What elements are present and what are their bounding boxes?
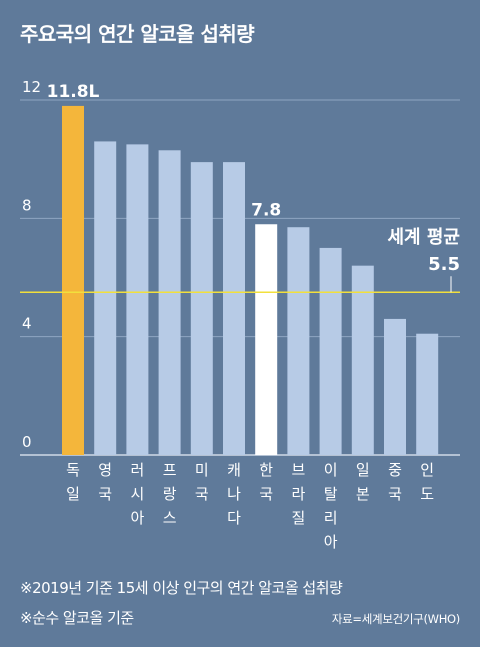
bar-2 [94,141,117,455]
average-label: 세계 평균 [387,227,460,248]
bar-9 [319,247,342,455]
bar-7 [255,224,278,455]
value-label: 7.8 [251,200,281,220]
value-label: 11.8L [47,82,100,102]
y-tick-label: 4 [22,315,32,333]
x-axis-categories: 독 일 영 국 러 시 아 프 랑 스 미 국 캐 나 다 한 국 브 라 질 이 탈 리 아 일 본 중 국 인 도 [66,461,434,551]
y-tick-label: 12 [22,78,41,96]
bar-10 [351,265,374,455]
bars [62,105,439,456]
bar-4 [158,150,181,455]
bar-12 [416,333,439,455]
value-labels: 11.8L 7.8 [47,82,282,220]
world-average: 세계 평균 5.5 [20,227,460,294]
y-tick-label: 8 [22,196,32,214]
bar-11 [384,318,406,455]
chart-title: 주요국의 연간 알코올 섭취량 [20,22,255,46]
bar-5 [190,162,213,455]
bar-3 [126,144,149,455]
footnote-pure-alcohol: ※순수 알코올 기준 [20,609,134,627]
bar-1 [62,105,84,456]
bar-6 [223,162,245,455]
y-axis-ticks: 0 4 8 12 [22,78,41,451]
bar-8 [287,227,310,455]
source-credit: 자료=세계보건기구(WHO) [331,612,460,626]
footnote-year: ※2019년 기준 15세 이상 인구의 연간 알코올 섭취량 [20,579,343,597]
y-tick-label: 0 [22,433,32,451]
average-value: 5.5 [428,254,460,275]
